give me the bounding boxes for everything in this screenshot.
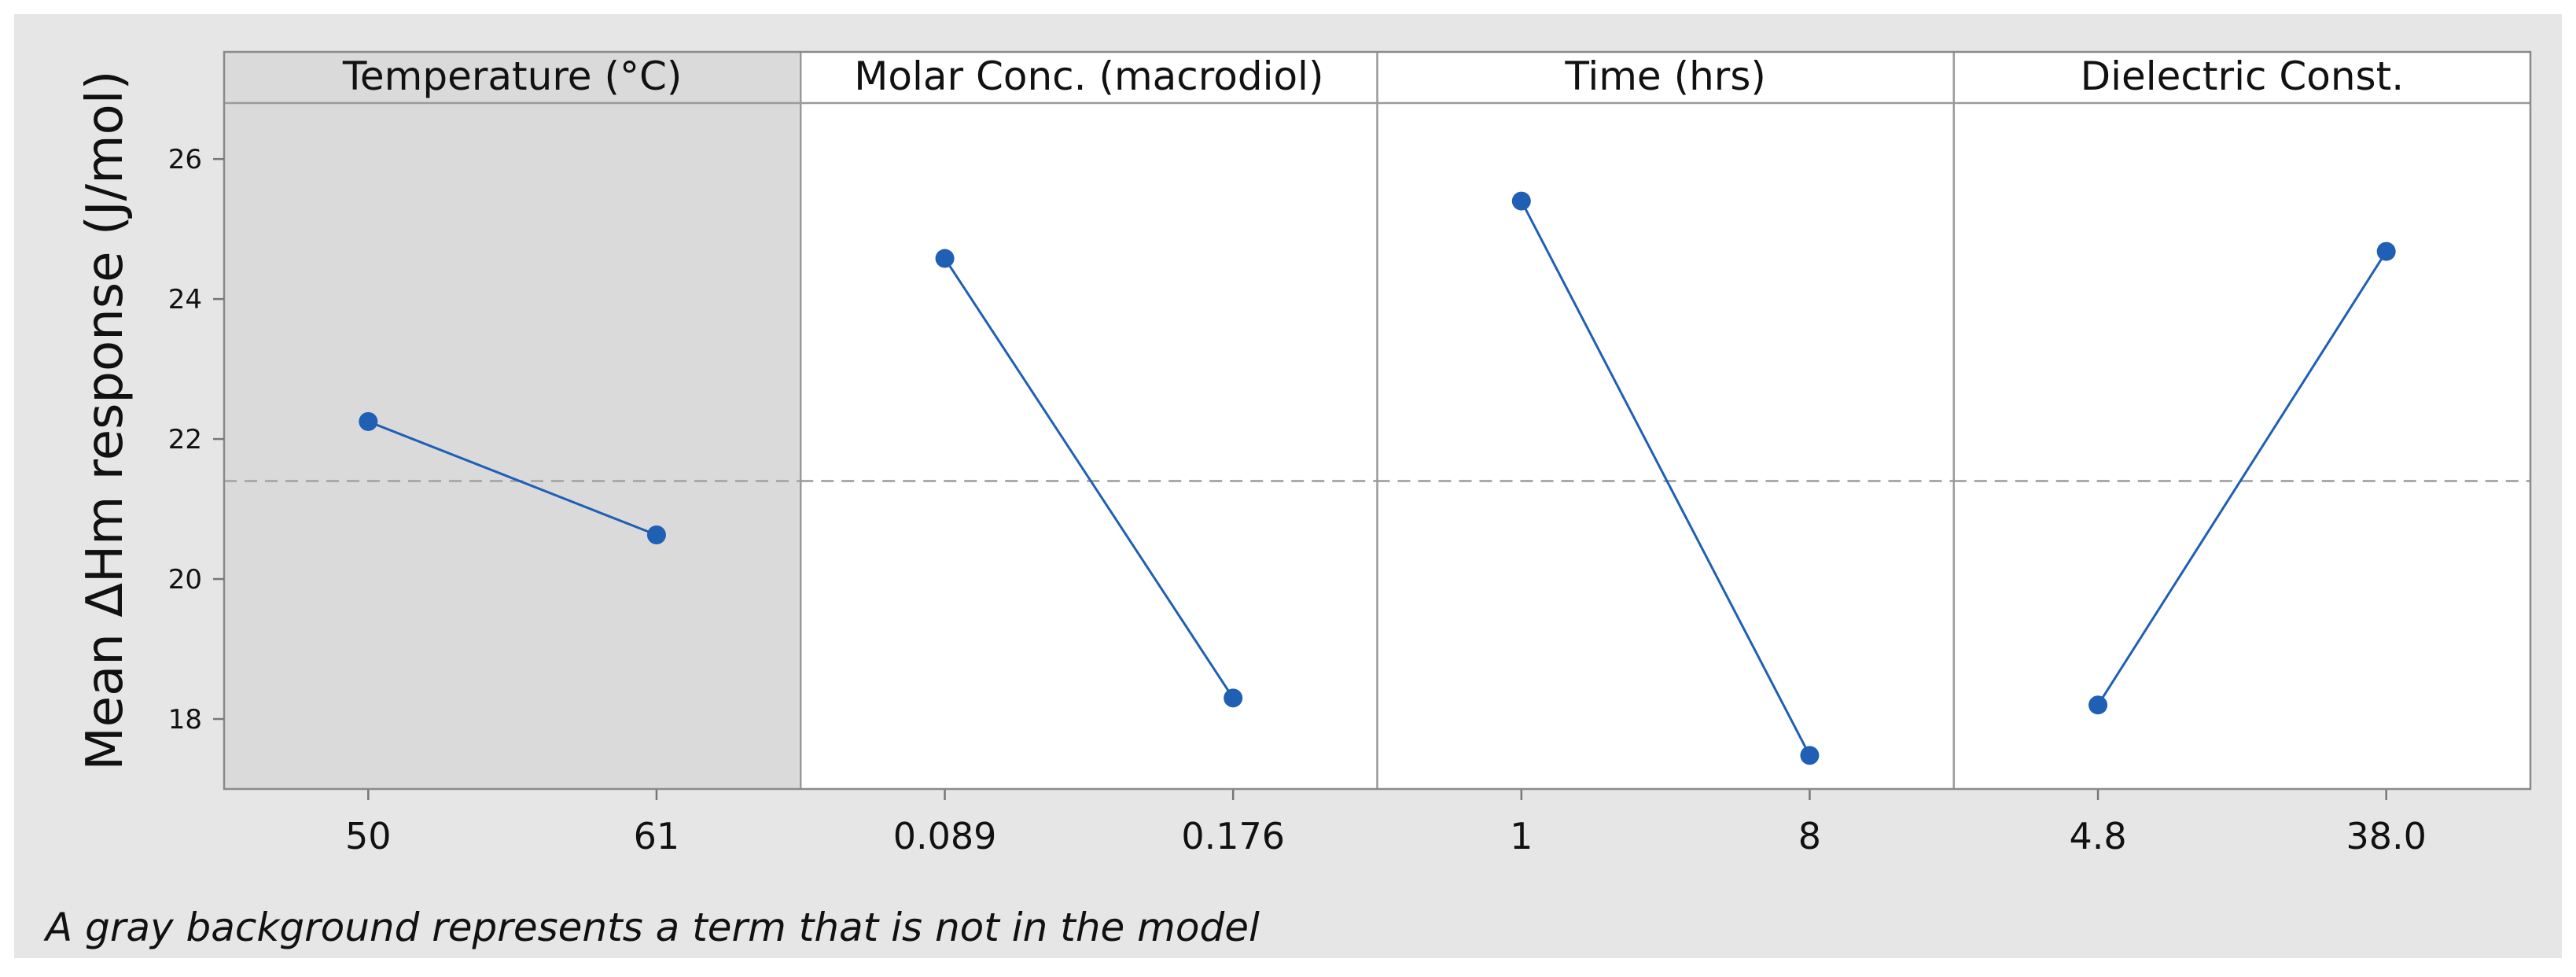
panel-background bbox=[224, 52, 801, 789]
x-tick-label: 0.089 bbox=[893, 815, 997, 857]
data-point bbox=[935, 249, 955, 268]
data-point bbox=[2376, 241, 2396, 261]
panel-title: Dielectric Const. bbox=[2081, 53, 2404, 99]
y-axis-label: Mean ΔHm response (J/mol) bbox=[76, 71, 134, 771]
series-line bbox=[367, 420, 657, 536]
panel-background bbox=[800, 52, 1378, 789]
data-point bbox=[359, 411, 378, 431]
data-point bbox=[1511, 191, 1531, 211]
panel-title: Time (hrs) bbox=[1564, 53, 1766, 99]
x-tick-label: 8 bbox=[1798, 815, 1821, 857]
x-tick-label: 0.176 bbox=[1181, 815, 1285, 857]
series-line bbox=[944, 257, 1235, 699]
series-line bbox=[2096, 250, 2387, 706]
y-tick-label: 22 bbox=[168, 424, 202, 455]
footnote: A gray background represents a term that… bbox=[43, 905, 1260, 950]
x-tick-label: 38.0 bbox=[2346, 815, 2426, 857]
panel-title: Temperature (°C) bbox=[342, 53, 683, 99]
data-point bbox=[646, 525, 666, 545]
y-tick-label: 26 bbox=[168, 144, 202, 175]
data-point bbox=[2088, 695, 2108, 715]
panel-title: Molar Conc. (macrodiol) bbox=[854, 53, 1323, 99]
panel-background bbox=[1953, 52, 2530, 789]
x-tick-label: 50 bbox=[345, 815, 392, 857]
plot-border bbox=[223, 50, 2532, 791]
series-line bbox=[1520, 200, 1811, 756]
x-tick-label: 4.8 bbox=[2069, 815, 2126, 857]
panel-background bbox=[1377, 52, 1954, 789]
data-point bbox=[1224, 688, 1243, 708]
y-tick-label: 20 bbox=[168, 564, 202, 595]
x-tick-label: 1 bbox=[1510, 815, 1533, 857]
y-tick-label: 24 bbox=[168, 284, 202, 315]
y-tick-label: 18 bbox=[168, 704, 202, 736]
data-point bbox=[1800, 746, 1820, 765]
x-tick-label: 61 bbox=[634, 815, 680, 857]
